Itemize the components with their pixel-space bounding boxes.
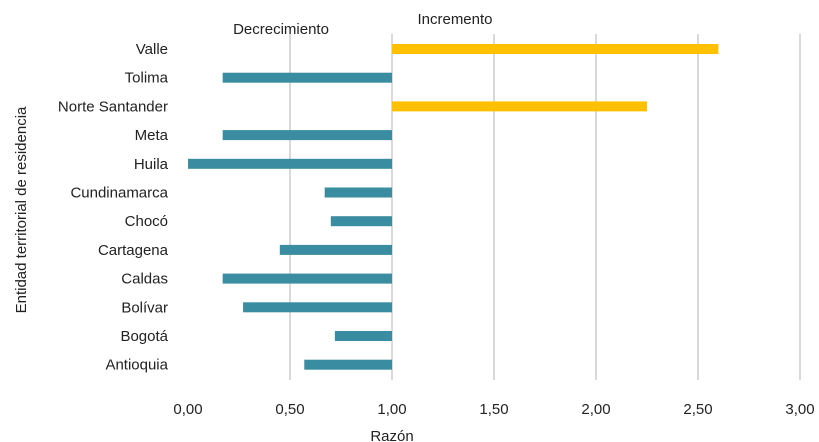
gridlines xyxy=(289,34,801,380)
annotation-increase: Incremento xyxy=(417,11,492,28)
x-tick-label: 2,00 xyxy=(581,401,610,418)
x-tick-label: 0,50 xyxy=(275,401,304,418)
category-label: Caldas xyxy=(121,271,168,288)
category-label: Chocó xyxy=(125,213,168,230)
category-label: Bogotá xyxy=(120,328,168,345)
category-label: Norte Santander xyxy=(58,98,168,115)
x-tick-label: 3,00 xyxy=(785,401,814,418)
bar-valle xyxy=(392,44,719,54)
bar-cartagena xyxy=(279,244,392,255)
y-axis-title: Entidad territorial de residencia xyxy=(13,106,30,313)
category-label: Cartagena xyxy=(98,242,169,259)
x-tick-label: 2,50 xyxy=(683,401,712,418)
x-tick-label: 1,50 xyxy=(479,401,508,418)
annotation-decrease: Decrecimiento xyxy=(233,21,329,38)
category-label: Bolívar xyxy=(121,299,168,316)
category-label: Antioquia xyxy=(105,357,168,374)
bar-meta xyxy=(222,130,392,141)
category-label: Meta xyxy=(135,127,169,144)
category-label: Cundinamarca xyxy=(70,185,168,202)
x-tick-label: 0,00 xyxy=(173,401,202,418)
x-axis-title: Razón xyxy=(370,428,413,442)
x-tick-label: 1,00 xyxy=(377,401,406,418)
bars xyxy=(188,44,719,370)
category-labels: Antioquia Bogotá Bolívar Caldas Cartagena Cho… xyxy=(58,41,169,374)
bar-cundinamarca xyxy=(324,187,392,198)
bar-chocó xyxy=(330,216,392,227)
bar-antioquia xyxy=(304,359,392,370)
bar-norte-santander xyxy=(392,101,647,112)
category-label: Valle xyxy=(136,41,168,58)
bar-huila xyxy=(188,158,392,169)
category-label: Tolima xyxy=(125,70,169,87)
bar-bolívar xyxy=(243,302,392,313)
category-label: Huila xyxy=(134,156,169,173)
bar-tolima xyxy=(222,72,392,83)
bar-bogotá xyxy=(334,331,392,341)
x-tick-labels: 0,00 0,50 1,00 1,50 2,00 2,50 3,00 xyxy=(173,401,814,418)
bar-caldas xyxy=(222,273,392,284)
